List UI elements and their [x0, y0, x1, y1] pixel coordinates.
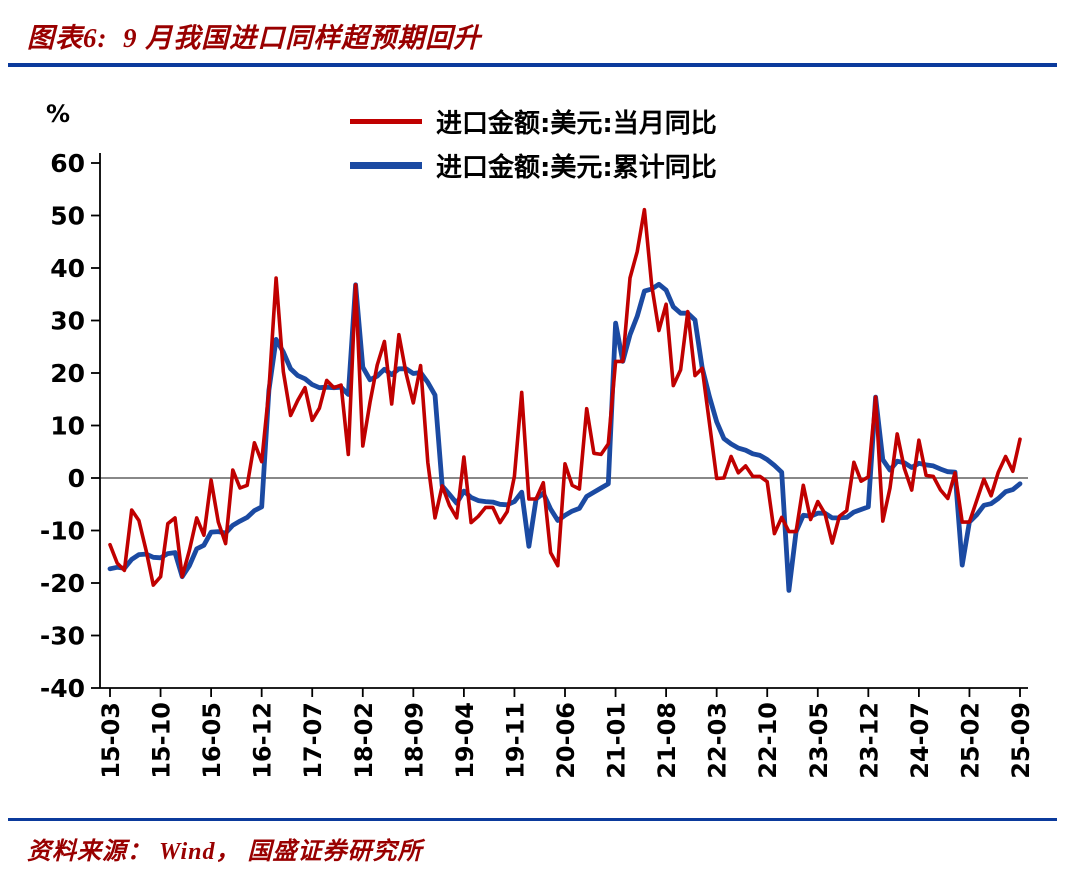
x-tick-label: 22-03 [704, 702, 732, 779]
axes: 60 50 40 30 20 10 0 -10 -20 -30 -40 15-03 15-10 16-05… [40, 149, 1035, 779]
figure-title: 图表6: 9 月我国进口同样超预期回升 [27, 23, 482, 53]
y-tick-label: -40 [40, 674, 85, 703]
x-tick-label: 16-12 [249, 702, 277, 779]
x-tick-label: 15-03 [97, 702, 125, 779]
legend: 进口金额:美元:当月同比 进口金额:美元:累计同比 [350, 103, 717, 184]
x-tick-label: 25-02 [956, 702, 984, 779]
x-tick-label: 22-10 [754, 702, 782, 779]
x-tick-label: 18-09 [400, 702, 428, 779]
legend-item-cumulative-yoy: 进口金额:美元:累计同比 [350, 147, 717, 184]
y-tick-label: 10 [50, 411, 85, 440]
monthly-yoy-line [108, 207, 1022, 587]
source-note: 资料来源： Wind， 国盛证券研究所 [27, 839, 423, 865]
cumulative-yoy-swatch [350, 162, 422, 169]
y-tick-label: 30 [50, 306, 85, 335]
y-tick-label: 40 [50, 254, 85, 283]
cumulative-yoy-legend-label: 进口金额:美元:累计同比 [436, 153, 717, 183]
x-tick-label: 24-07 [906, 702, 934, 779]
y-tick-label: 60 [50, 149, 85, 178]
y-tick-label: -30 [40, 621, 85, 650]
legend-item-monthly-yoy: 进口金额:美元:当月同比 [350, 103, 717, 140]
x-tick-label: 17-07 [299, 702, 327, 779]
x-tick-label: 25-09 [1007, 702, 1035, 779]
x-tick-label: 15-10 [148, 702, 176, 779]
y-tick-label: 50 [50, 201, 85, 230]
cumulative-yoy-line [107, 281, 1023, 593]
y-tick-label: 20 [50, 359, 85, 388]
y-tick-label: -20 [40, 569, 85, 598]
x-tick-label: 20-06 [552, 702, 580, 779]
bottom-rule [8, 818, 1057, 821]
x-tick-label: 19-04 [451, 702, 479, 779]
x-tick-label: 18-02 [350, 702, 378, 779]
x-tick-label: 23-12 [855, 702, 883, 779]
x-tick-label: 16-05 [198, 702, 226, 779]
monthly-yoy-swatch [350, 119, 422, 124]
plot-svg: 60 50 40 30 20 10 0 -10 -20 -30 -40 15-03 15-10 16-05… [40, 149, 1035, 779]
y-tick-label: -10 [40, 516, 85, 545]
monthly-yoy-legend-label: 进口金额:美元:当月同比 [436, 109, 717, 139]
y-tick-label: 0 [68, 464, 85, 493]
x-tick-label: 19-11 [501, 702, 529, 779]
top-rule [8, 63, 1057, 67]
y-axis-unit-label: % [46, 100, 71, 128]
x-tick-label: 23-05 [805, 702, 833, 779]
x-tick-label: 21-01 [603, 702, 631, 779]
x-tick-label: 21-08 [653, 702, 681, 779]
